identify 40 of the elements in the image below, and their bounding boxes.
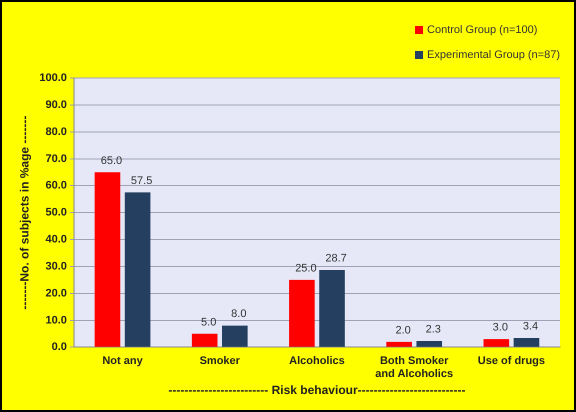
y-tick-label: 50.0 (46, 206, 67, 219)
y-tick-label: 0.0 (52, 341, 67, 354)
bar (192, 334, 218, 347)
y-axis-title: -------No. of subjects in %age ------- (18, 116, 32, 310)
x-tick-label: Use of drugs (478, 354, 546, 367)
x-tick-label: Alcoholics (289, 354, 345, 367)
data-label: 2.3 (426, 324, 441, 336)
bar (222, 326, 248, 347)
bar (319, 270, 345, 347)
data-label: 3.4 (522, 320, 538, 333)
bar (484, 339, 510, 347)
data-label: 5.0 (201, 316, 216, 328)
y-tick-label: 10.0 (46, 314, 67, 326)
data-label: 57.5 (130, 174, 152, 187)
y-tick-label: 70.0 (46, 152, 67, 165)
data-label: 3.0 (492, 322, 508, 334)
y-tick-label: 40.0 (46, 234, 67, 246)
bar (94, 172, 120, 347)
legend-label: Control Group (n=100) (427, 24, 538, 36)
legend-label: Experimental Group (n=87) (427, 49, 560, 61)
x-axis-title: ------------------------- Risk behaviour--------------------------- (168, 383, 466, 398)
y-tick-label: 20.0 (46, 287, 67, 300)
bar (289, 280, 315, 347)
x-tick-label: Both Smoker and Alcoholics (375, 354, 454, 380)
bar (124, 192, 150, 347)
data-label: 25.0 (295, 262, 317, 274)
data-label: 28.7 (325, 252, 347, 264)
data-label: 8.0 (231, 308, 246, 320)
y-tick-label: 30.0 (46, 260, 67, 272)
y-tick-label: 80.0 (46, 126, 67, 138)
data-label: 65.0 (100, 154, 122, 167)
bar (386, 342, 412, 347)
data-label: 2.0 (395, 324, 411, 336)
x-tick-label: Not any (102, 354, 144, 367)
bar (514, 338, 540, 347)
y-tick-label: 60.0 (46, 180, 67, 192)
y-tick-label: 100.0 (39, 72, 67, 84)
bar (416, 341, 442, 347)
y-tick-label: 90.0 (46, 98, 67, 111)
x-tick-label: Smoker (200, 354, 241, 367)
